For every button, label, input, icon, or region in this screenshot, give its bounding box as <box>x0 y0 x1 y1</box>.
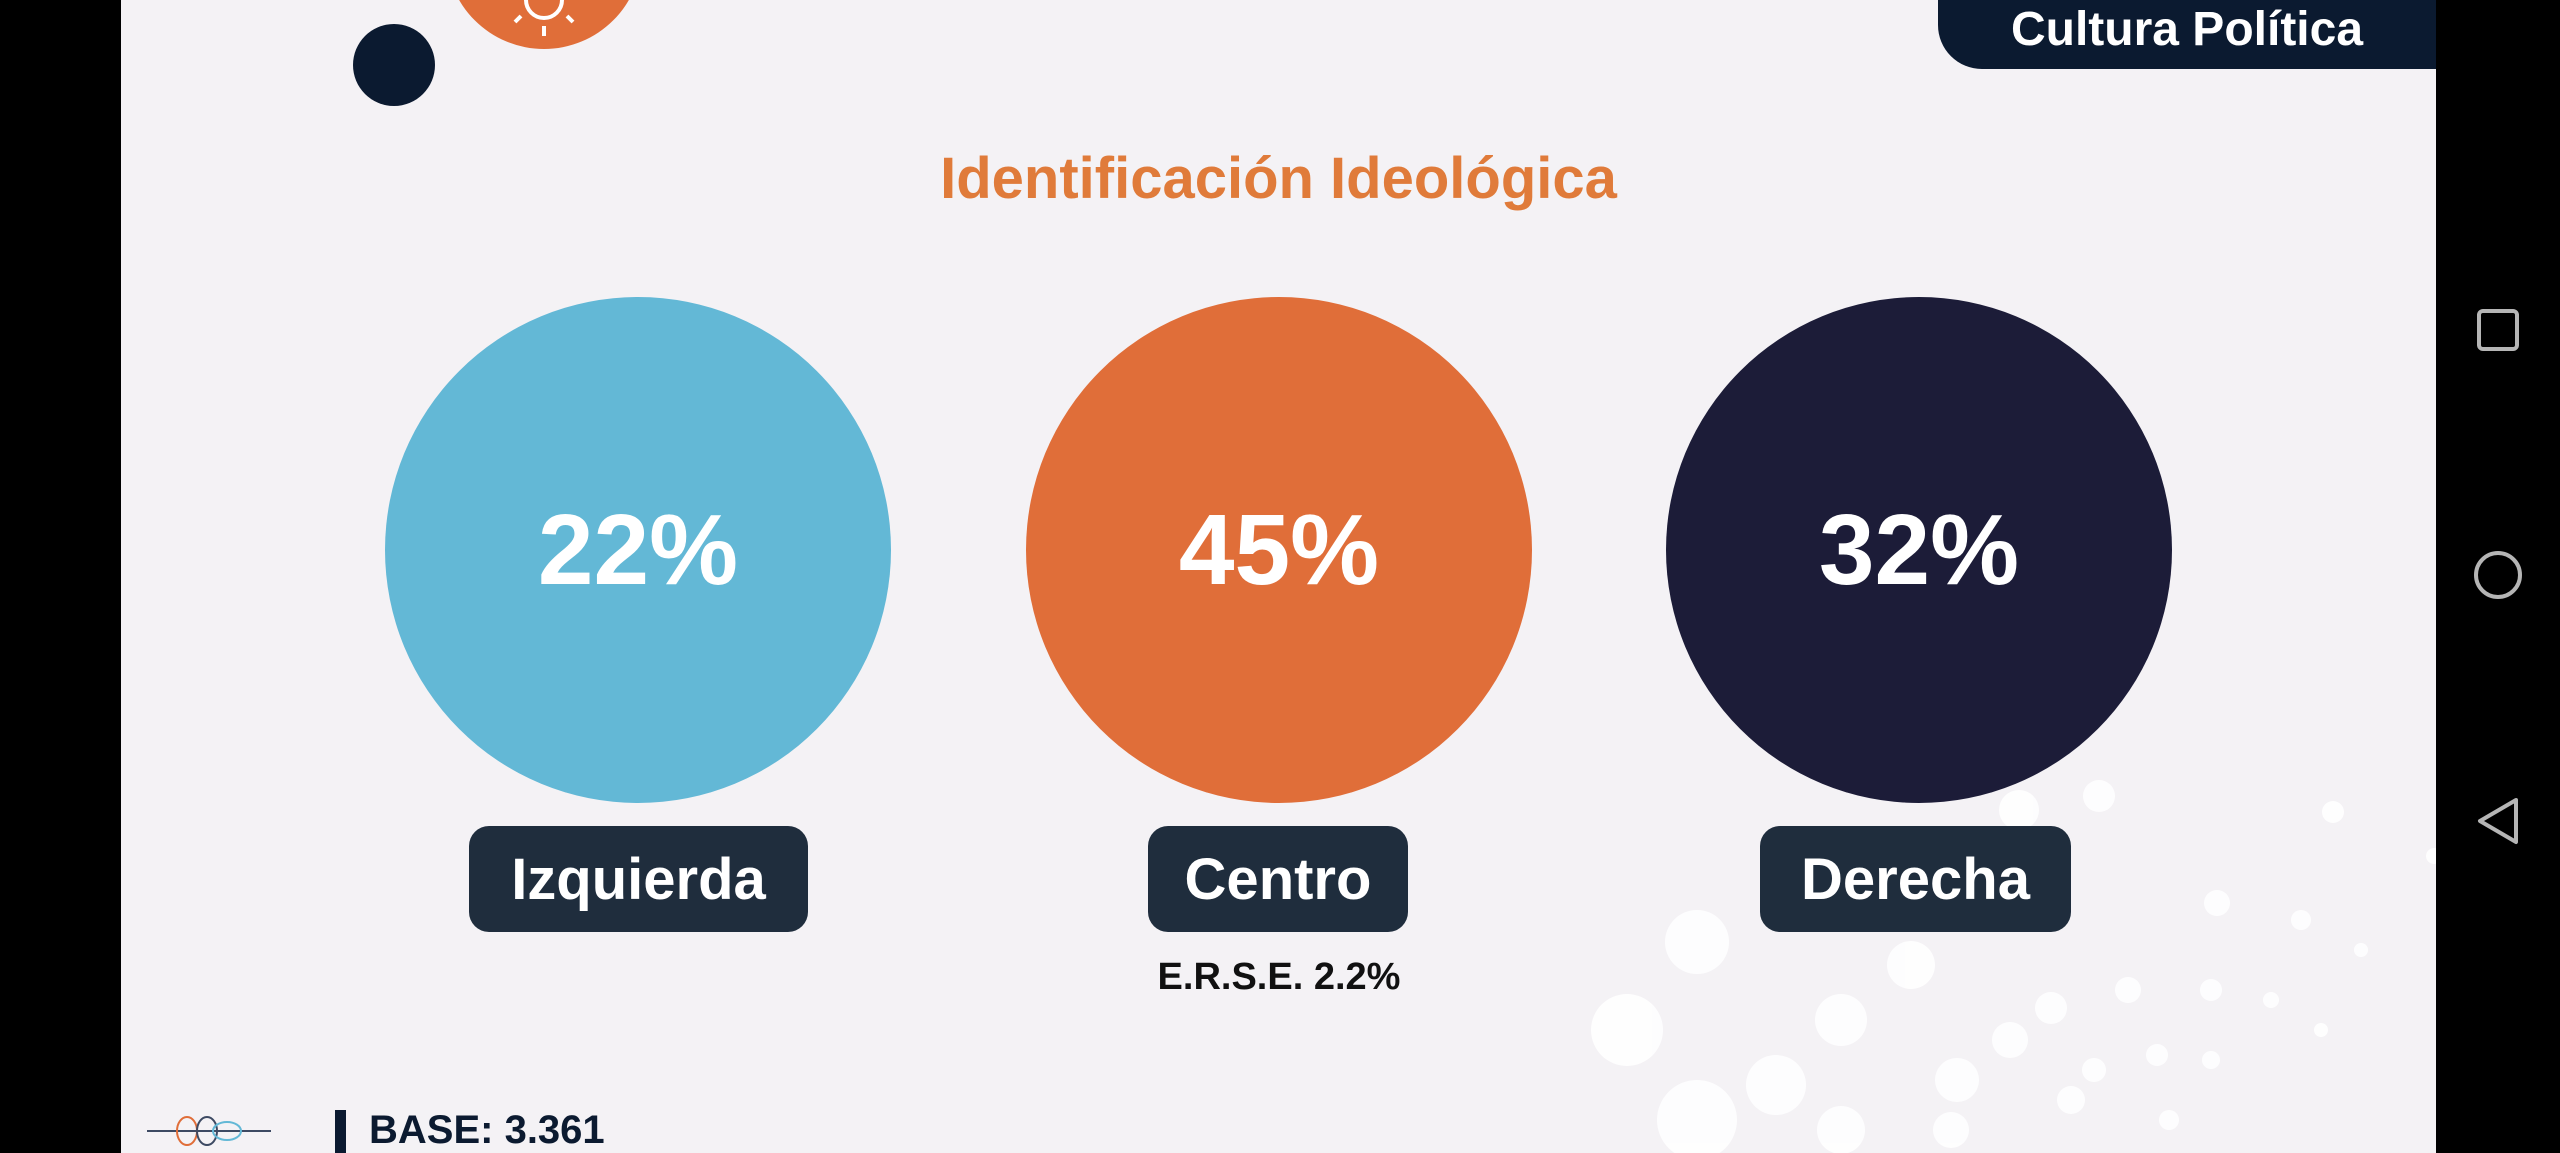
title: Identificación Ideológica <box>940 146 1617 211</box>
nav-bar <box>2474 309 2522 844</box>
recents-button[interactable] <box>2477 309 2519 351</box>
dot-pattern <box>1591 780 2436 1153</box>
percent-circle: 22% <box>385 297 891 803</box>
logo <box>147 1116 271 1146</box>
category-label: Centro <box>1148 826 1408 932</box>
dark-dot <box>353 24 435 106</box>
percent-circle: 32% <box>1666 297 2172 803</box>
base: BASE: 3.361 <box>369 1108 605 1152</box>
base-bar <box>335 1110 346 1153</box>
note: E.R.S.E. 2.2% <box>1157 956 1401 998</box>
section-tag: Cultura Política <box>1938 0 2436 69</box>
category-label: Izquierda <box>469 826 808 932</box>
decor <box>147 0 2436 1153</box>
orange-badge <box>459 0 629 49</box>
percent-circle: 45% <box>1026 297 1532 803</box>
slide: Cultura Política Identificación Ideológi… <box>121 0 2436 1153</box>
back-button[interactable] <box>2478 798 2518 844</box>
sun-icon <box>513 0 575 36</box>
category-label: Derecha <box>1760 826 2071 932</box>
home-button[interactable] <box>2474 551 2522 599</box>
